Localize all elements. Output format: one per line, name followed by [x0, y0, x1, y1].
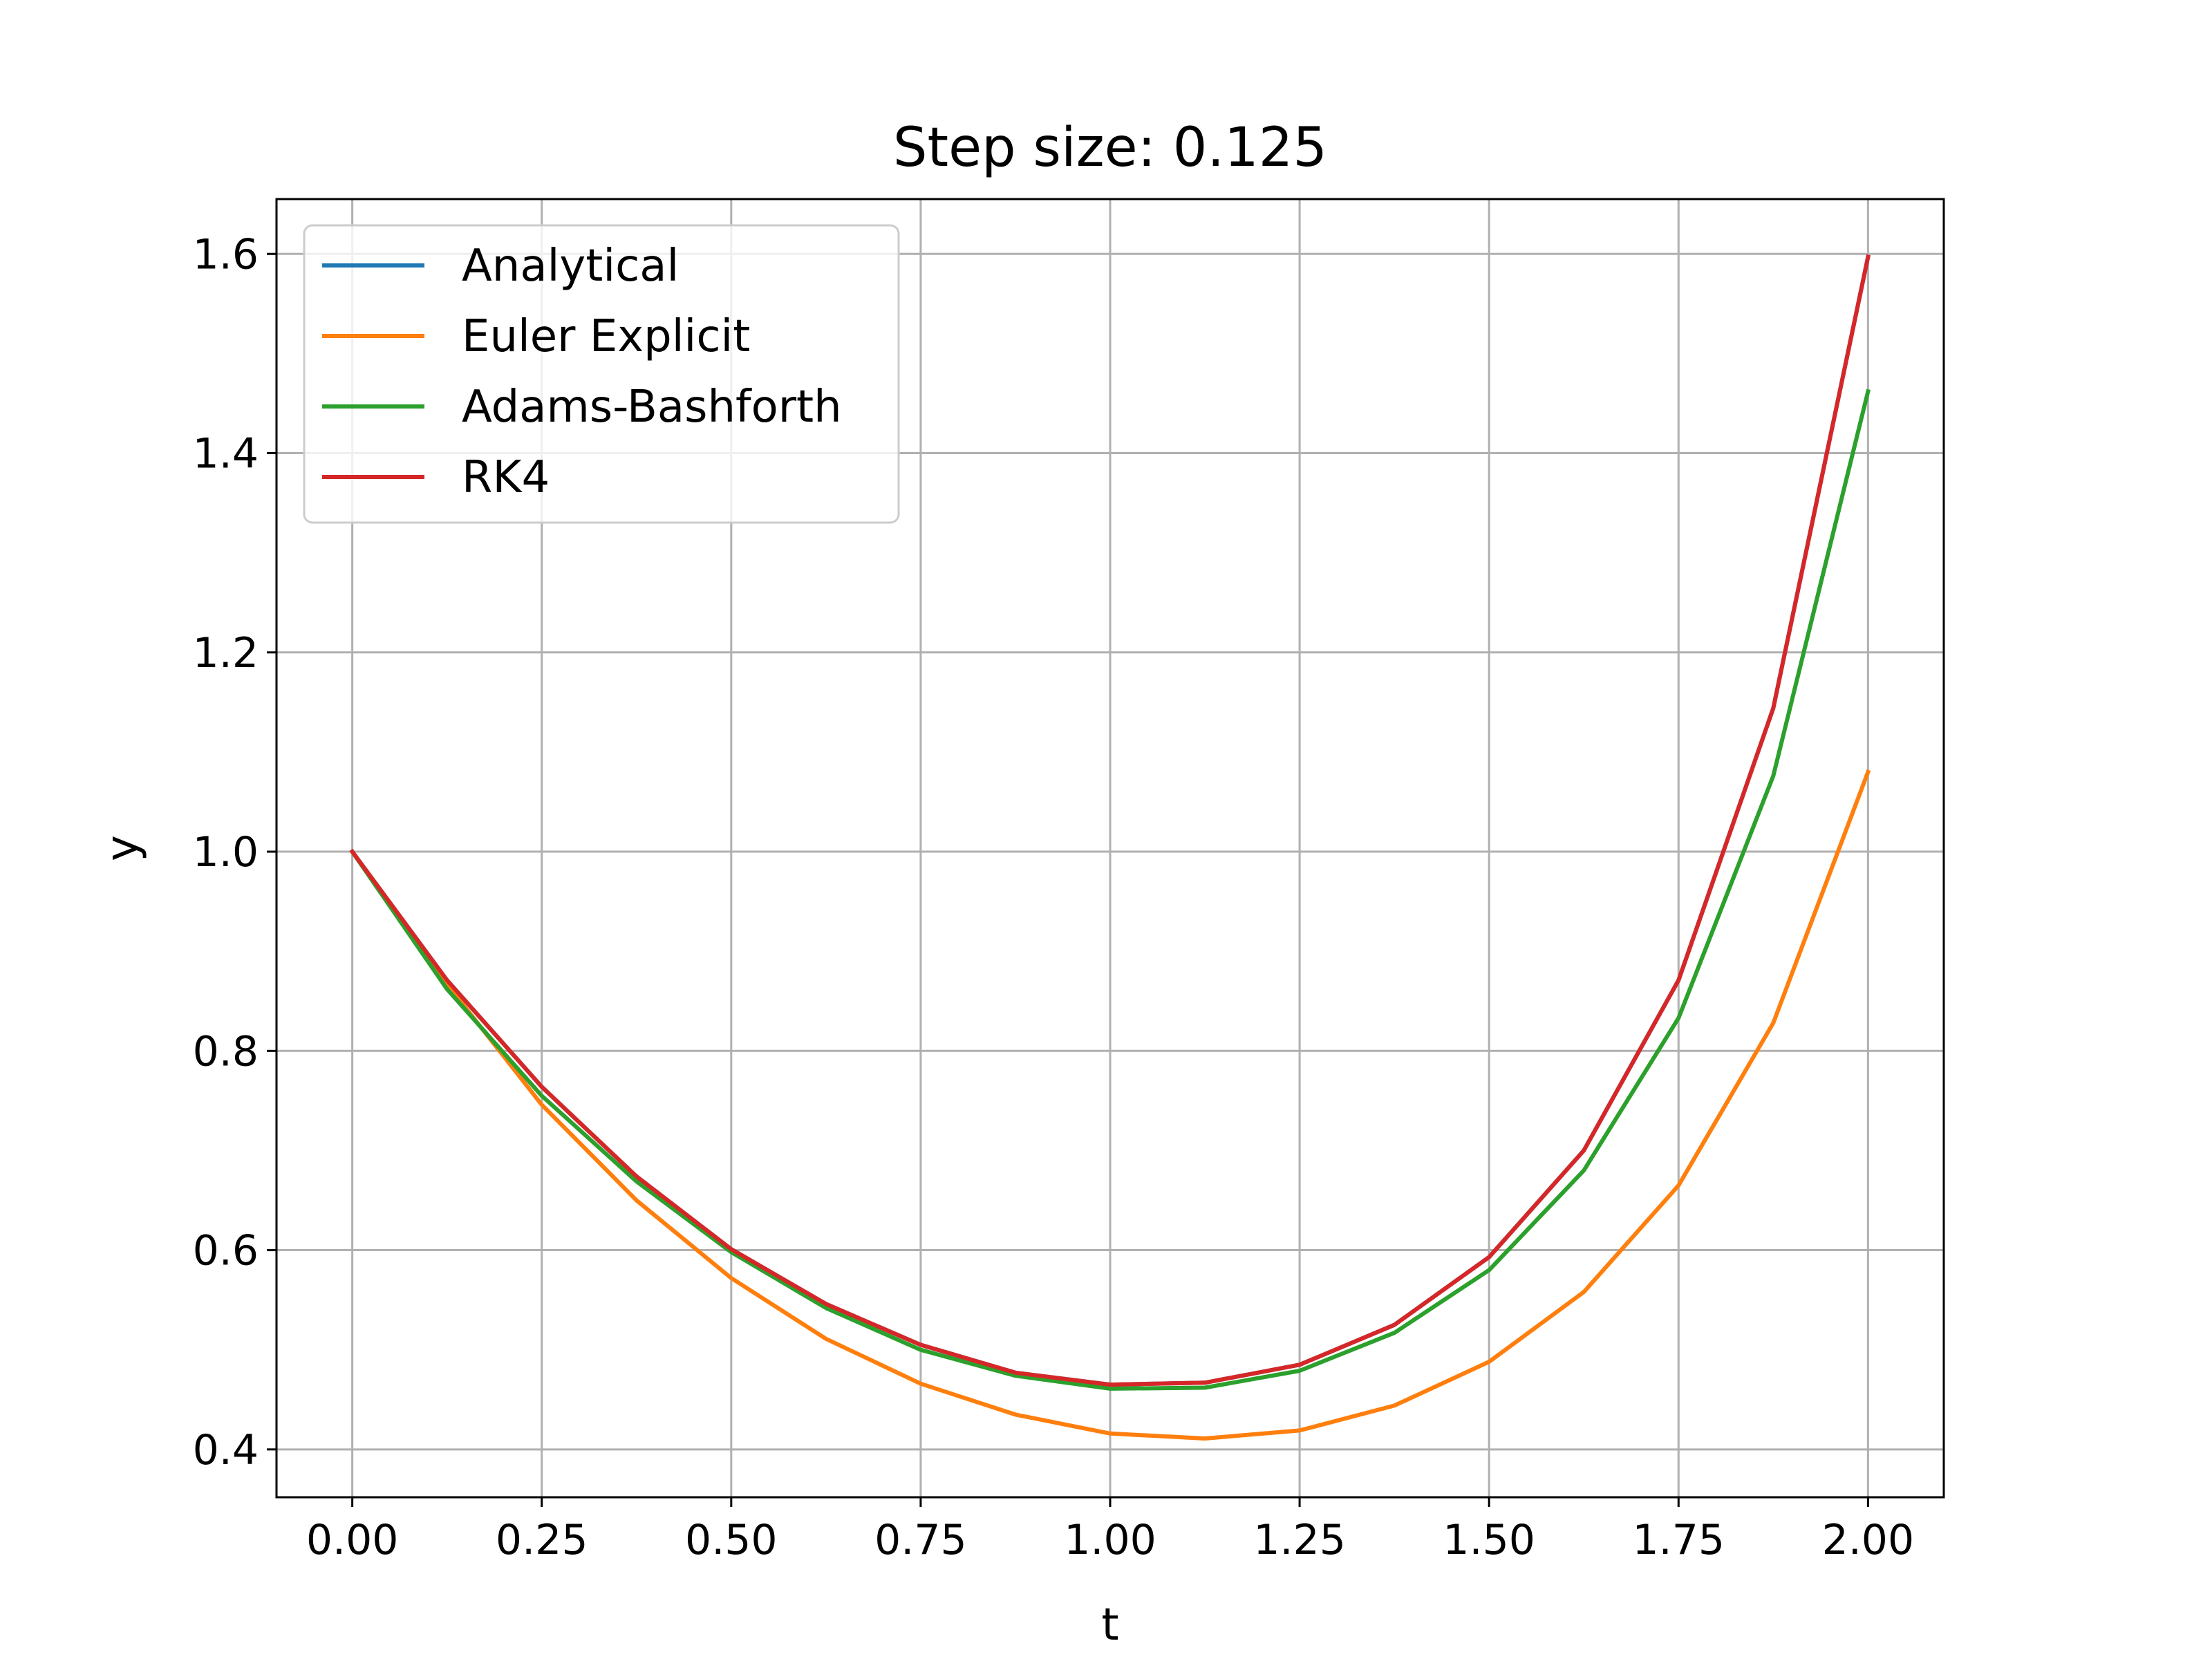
y-tick-label: 0.6 [193, 1227, 259, 1275]
series-line-adams-bashforth [349, 388, 1871, 1391]
legend-label-rk4: RK4 [462, 452, 550, 503]
x-tick-label: 1.00 [1064, 1516, 1156, 1564]
y-tick-label: 0.4 [193, 1426, 259, 1474]
x-tick-label: 1.50 [1443, 1516, 1535, 1564]
x-tick-label: 1.25 [1253, 1516, 1346, 1564]
y-tick-label: 1.2 [193, 629, 259, 677]
x-tick-label: 1.75 [1632, 1516, 1725, 1564]
y-axis-ticks: 0.4 0.6 0.8 1.0 1.2 1.4 1.6 [193, 230, 276, 1474]
series-lines [349, 254, 1871, 1441]
x-axis-ticks: 0.00 0.25 0.50 0.75 1.00 1.25 1.50 1.75 2.00 [306, 1497, 1914, 1564]
y-tick-label: 1.6 [193, 230, 259, 279]
x-tick-label: 0.75 [874, 1516, 967, 1564]
x-tick-label: 0.25 [496, 1516, 588, 1564]
y-tick-label: 1.0 [193, 828, 259, 877]
series-line-rk4 [349, 254, 1871, 1387]
series-line-euler-explicit [349, 769, 1871, 1441]
x-tick-label: 0.50 [685, 1516, 778, 1564]
legend: Analytical Euler Explicit Adams-Bashforth R… [303, 224, 900, 524]
x-axis-title: t [1101, 1600, 1118, 1651]
legend-label-adams-bashforth: Adams-Bashforth [462, 382, 842, 433]
x-tick-label: 0.00 [306, 1516, 399, 1564]
y-tick-label: 0.8 [193, 1027, 259, 1076]
chart-title: Step size: 0.125 [893, 117, 1327, 179]
x-tick-label: 2.00 [1822, 1516, 1915, 1564]
legend-box [303, 224, 900, 524]
y-tick-label: 1.4 [193, 430, 259, 478]
legend-label-euler-explicit: Euler Explicit [462, 311, 750, 362]
legend-label-analytical: Analytical [462, 241, 679, 292]
y-axis-title: y [97, 835, 148, 861]
